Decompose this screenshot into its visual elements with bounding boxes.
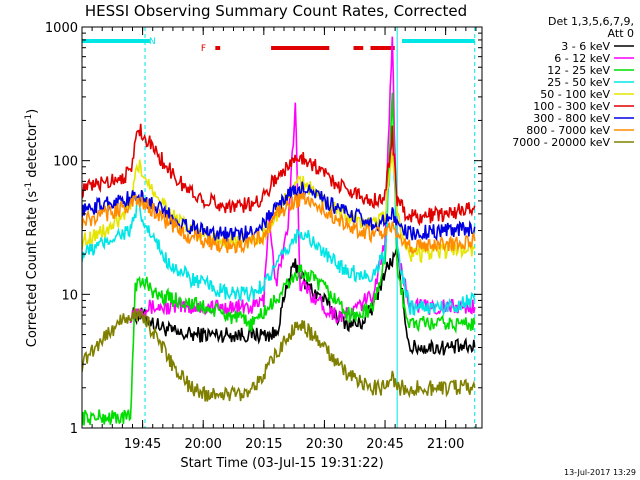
series-line bbox=[82, 152, 475, 264]
legend-header-line: Att 0 bbox=[608, 27, 634, 40]
legend-label: 50 - 100 keV bbox=[540, 88, 610, 101]
chart-title: HESSI Observing Summary Count Rates, Cor… bbox=[85, 2, 467, 20]
timestamp: 13-Jul-2017 13:29 bbox=[564, 468, 636, 477]
legend-header: Det 1,3,5,6,7,9,Att 0 bbox=[548, 15, 634, 40]
x-axis-label: Start Time (03-Jul-15 19:31:22) bbox=[180, 456, 383, 471]
x-tick-label: 20:15 bbox=[245, 437, 282, 452]
plot-clip-group: NF bbox=[82, 27, 476, 428]
x-tick-label: 20:30 bbox=[306, 437, 343, 452]
y-tick-label: 100 bbox=[53, 155, 78, 170]
legend-label: 100 - 300 keV bbox=[533, 100, 610, 113]
flag-label: N bbox=[149, 37, 156, 47]
plot-area: NF bbox=[82, 27, 476, 428]
legend-label: 300 - 800 keV bbox=[533, 112, 610, 125]
series-line bbox=[82, 123, 476, 227]
y-tick-label: 1000 bbox=[45, 21, 78, 36]
x-tick-label: 21:00 bbox=[427, 437, 464, 452]
flag-label: F bbox=[201, 44, 206, 54]
legend-label: 800 - 7000 keV bbox=[526, 124, 610, 137]
y-tick-label: 10 bbox=[61, 288, 78, 303]
legend-label: 7000 - 20000 keV bbox=[512, 136, 610, 149]
x-tick-label: 20:45 bbox=[366, 437, 403, 452]
y-tick-label: 1 bbox=[70, 422, 78, 437]
x-tick-label: 19:45 bbox=[124, 437, 161, 452]
legend-label: 3 - 6 keV bbox=[561, 40, 610, 53]
x-tick-label: 20:00 bbox=[184, 437, 221, 452]
series-line bbox=[82, 308, 476, 402]
legend-label: 6 - 12 keV bbox=[554, 52, 610, 65]
legend-header-line: Det 1,3,5,6,7,9, bbox=[548, 15, 634, 28]
legend-label: 12 - 25 keV bbox=[547, 64, 610, 77]
axis-frame bbox=[81, 26, 483, 429]
y-axis-label: Corrected Count Rate (s-1 detector-1) bbox=[24, 109, 40, 347]
series-line bbox=[82, 192, 476, 254]
series-line bbox=[82, 92, 476, 426]
series-line bbox=[82, 126, 476, 317]
axes: 1 10 100 1000 19:45 20:00 20:15 20:30 20:45 21:00 bbox=[45, 21, 483, 452]
legend-label: 25 - 50 keV bbox=[547, 76, 610, 89]
